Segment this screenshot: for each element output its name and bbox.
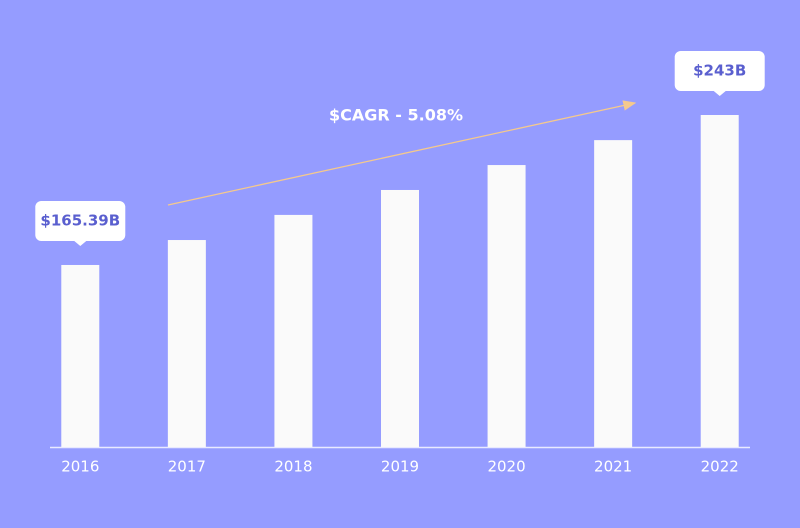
x-tick-label: 2017 [168,458,206,476]
callout [35,200,126,246]
x-tick-label: 2019 [381,458,419,476]
bar [381,189,419,447]
bar [167,240,206,447]
x-tick-label: 2016 [61,458,99,476]
callout [674,51,765,96]
annotation: $CAGR - 5.08% [329,106,463,125]
bar [487,165,526,448]
bar [594,140,633,447]
x-tick-label: 2018 [274,458,312,476]
bar [61,264,100,447]
value-label: $165.39B [40,211,120,229]
x-tick-label: 2020 [487,458,525,476]
cagr-arrow [167,100,637,206]
bar [274,214,313,447]
bar [700,115,739,447]
x-tick-label: 2021 [594,458,632,476]
x-tick-label: 2022 [701,458,739,476]
value-label: $243B [693,62,746,80]
